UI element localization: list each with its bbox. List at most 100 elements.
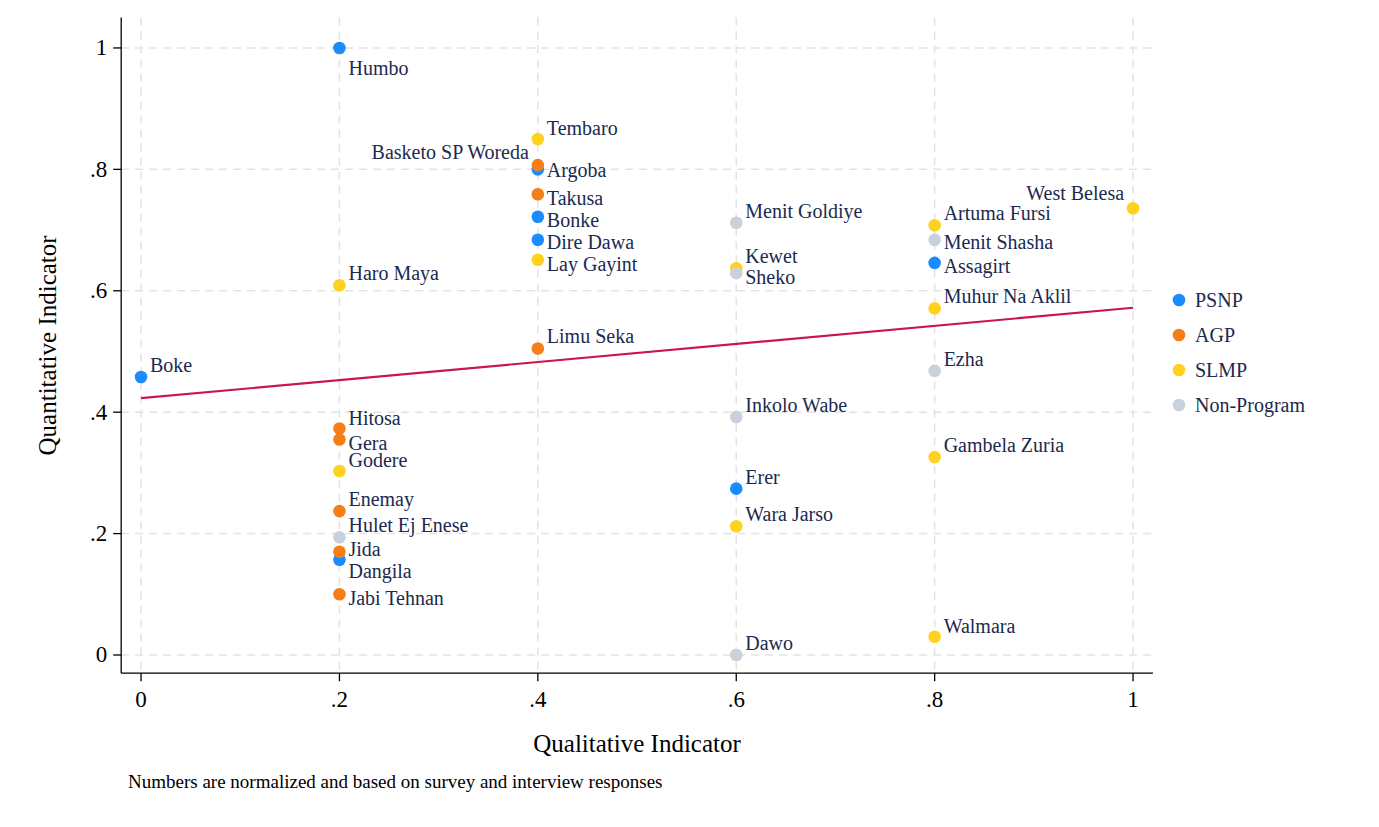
point-label: Limu Seka	[547, 325, 634, 347]
point	[730, 649, 743, 662]
grid-line	[934, 18, 936, 674]
y-tick	[113, 654, 121, 655]
point-label: Inkolo Wabe	[745, 394, 847, 416]
x-axis	[121, 673, 1153, 674]
point	[333, 433, 346, 446]
point	[928, 365, 941, 378]
y-tick	[113, 412, 121, 413]
point	[928, 233, 941, 246]
x-tick-label: 0	[135, 687, 147, 712]
point	[532, 133, 545, 146]
grid-line	[121, 654, 1153, 656]
point-label: Kewet	[745, 245, 798, 267]
y-tick	[113, 47, 121, 48]
x-tick	[1132, 673, 1133, 681]
grid-line	[121, 47, 1153, 49]
point	[1127, 202, 1140, 215]
point-label: Basketo SP Woreda	[372, 141, 529, 163]
grid-line	[339, 18, 341, 674]
point-label: Lay Gayint	[547, 253, 638, 276]
point	[928, 630, 941, 643]
legend-marker	[1173, 294, 1186, 307]
point	[730, 411, 743, 424]
grid-line	[1132, 18, 1134, 674]
point-label: Humbo	[348, 57, 408, 79]
point	[730, 216, 743, 229]
point-label: Muhur Na Aklil	[944, 285, 1072, 307]
y-tick-label: 0	[96, 642, 108, 667]
point	[532, 159, 545, 172]
grid-line	[121, 533, 1153, 535]
y-tick-label: .2	[90, 521, 107, 546]
point	[928, 451, 941, 464]
point	[532, 233, 545, 246]
y-tick-label: .4	[90, 400, 108, 425]
y-tick	[113, 290, 121, 291]
point-label: Hitosa	[348, 407, 400, 429]
legend-label: AGP	[1195, 324, 1235, 346]
point	[532, 210, 545, 223]
point-label: Menit Goldiye	[745, 200, 862, 223]
point	[333, 42, 346, 55]
point-label: Haro Maya	[348, 262, 439, 285]
y-tick-label: 1	[96, 35, 108, 60]
point-label: Hulet Ej Enese	[348, 514, 468, 537]
legend-label: PSNP	[1195, 289, 1243, 311]
point	[333, 279, 346, 292]
x-axis-title: Qualitative Indicator	[533, 730, 741, 757]
x-tick-label: .2	[331, 687, 348, 712]
x-tick-label: 1	[1127, 687, 1139, 712]
point-label: Enemay	[348, 488, 414, 511]
legend-label: Non-Program	[1195, 394, 1305, 417]
point-label: Dawo	[745, 632, 793, 654]
point-label: Ezha	[944, 348, 984, 370]
point	[135, 371, 148, 384]
point-label: Jida	[348, 538, 380, 560]
point	[730, 267, 743, 280]
point	[333, 505, 346, 518]
y-axis	[121, 18, 122, 674]
point	[333, 465, 346, 478]
legend-label: SLMP	[1195, 359, 1247, 381]
x-tick	[934, 673, 935, 681]
point	[928, 219, 941, 232]
x-tick-label: .8	[926, 687, 943, 712]
point-label: Boke	[150, 354, 192, 376]
x-tick	[736, 673, 737, 681]
point-label: Bonke	[547, 209, 599, 231]
point-label: Erer	[745, 466, 780, 488]
point-label: Menit Shasha	[944, 231, 1054, 253]
marks	[135, 42, 1140, 662]
fit-line	[141, 308, 1133, 398]
note: Numbers are normalized and based on surv…	[128, 771, 662, 792]
y-tick-label: .6	[90, 278, 107, 303]
y-axis-title: Quantitative Indicator	[34, 235, 61, 456]
grid-line	[121, 411, 1153, 413]
point-label: Takusa	[547, 187, 603, 209]
x-tick	[339, 673, 340, 681]
point-label: West Belesa	[1026, 182, 1124, 204]
point	[532, 254, 545, 267]
chart: 0.2.4.6.810.2.4.6.81Qualitative Indicato…	[0, 0, 1379, 827]
point	[333, 422, 346, 435]
y-tick	[113, 533, 121, 534]
point-label: Assagirt	[944, 255, 1011, 278]
point-label: Jabi Tehnan	[348, 587, 443, 609]
point-label: Dangila	[348, 560, 411, 583]
point	[928, 257, 941, 270]
y-tick-label: .8	[90, 157, 107, 182]
point	[333, 531, 346, 544]
y-tick	[113, 169, 121, 170]
grid-line	[736, 18, 738, 674]
point-label: Wara Jarso	[745, 503, 833, 525]
point-label: Sheko	[745, 266, 795, 288]
point-label: Tembaro	[547, 117, 618, 139]
point	[730, 482, 743, 495]
x-tick	[537, 673, 538, 681]
point-label: Walmara	[944, 615, 1016, 637]
point-labels: HumboBasketo SP WoredaBonkeDire DawaAssa…	[150, 57, 1124, 654]
point	[532, 342, 545, 355]
point-label: Argoba	[547, 159, 607, 182]
grid-line	[140, 18, 142, 674]
x-tick-label: .6	[728, 687, 745, 712]
